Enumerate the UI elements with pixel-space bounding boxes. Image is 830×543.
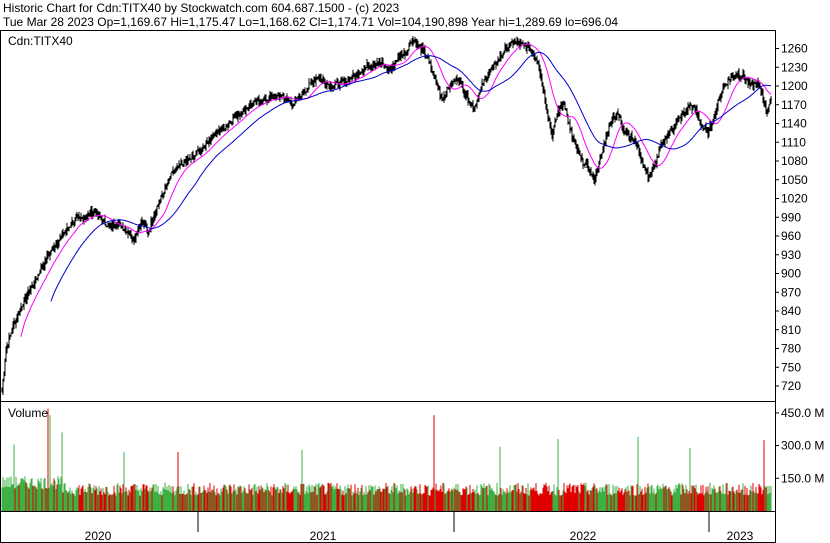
year-label: 2022 [570,529,597,543]
price-tick-label: 1200 [781,79,808,93]
price-tick-label: 1110 [781,135,806,149]
chart-header-line2: Tue Mar 28 2023 Op=1,169.67 Hi=1,175.47 … [3,15,619,29]
volume-panel-title: Volume [8,406,48,420]
price-tick-label: 1260 [781,42,808,56]
price-ohlc-bars [1,36,772,396]
price-tick-label: 1170 [781,98,807,112]
date-axis-frame [0,511,776,543]
price-tick-label: 1140 [781,117,807,131]
price-tick-label: 930 [781,248,801,262]
price-tick-label: 840 [781,304,801,318]
price-tick-label: 780 [781,342,801,356]
price-tick-label: 990 [781,210,801,224]
price-axis: 720 750 780 810 840 870 900 930 960 990 1020 1050 10… [775,42,808,393]
price-tick-label: 900 [781,267,801,281]
moving-average-lines [20,43,772,337]
price-tick-label: 810 [781,323,801,337]
volume-tick-label: 150.0 M [781,471,824,485]
chart-header-line1: Historic Chart for Cdn:TITX40 by Stockwa… [3,1,400,15]
year-label: 2023 [727,529,754,543]
price-panel-title: Cdn:TITX40 [8,34,73,48]
price-tick-label: 720 [781,379,801,393]
price-tick-label: 1080 [781,154,808,168]
price-tick-label: 960 [781,229,801,243]
volume-bars [1,408,772,511]
date-axis: 2020 2021 2022 2023 [85,511,754,543]
moving-average-line [50,51,772,302]
volume-tick-label: 300.0 M [781,439,824,453]
price-panel-frame [0,30,776,402]
price-tick-label: 1020 [781,192,808,206]
year-label: 2020 [85,529,112,543]
volume-tick-label: 450.0 M [781,406,824,420]
price-tick-label: 1230 [781,60,808,74]
moving-average-line [20,43,772,337]
price-tick-label: 750 [781,360,801,374]
volume-axis: 150.0 M 300.0 M 450.0 M [775,406,824,485]
price-tick-label: 1050 [781,173,808,187]
price-tick-label: 870 [781,285,801,299]
year-label: 2021 [310,529,337,543]
